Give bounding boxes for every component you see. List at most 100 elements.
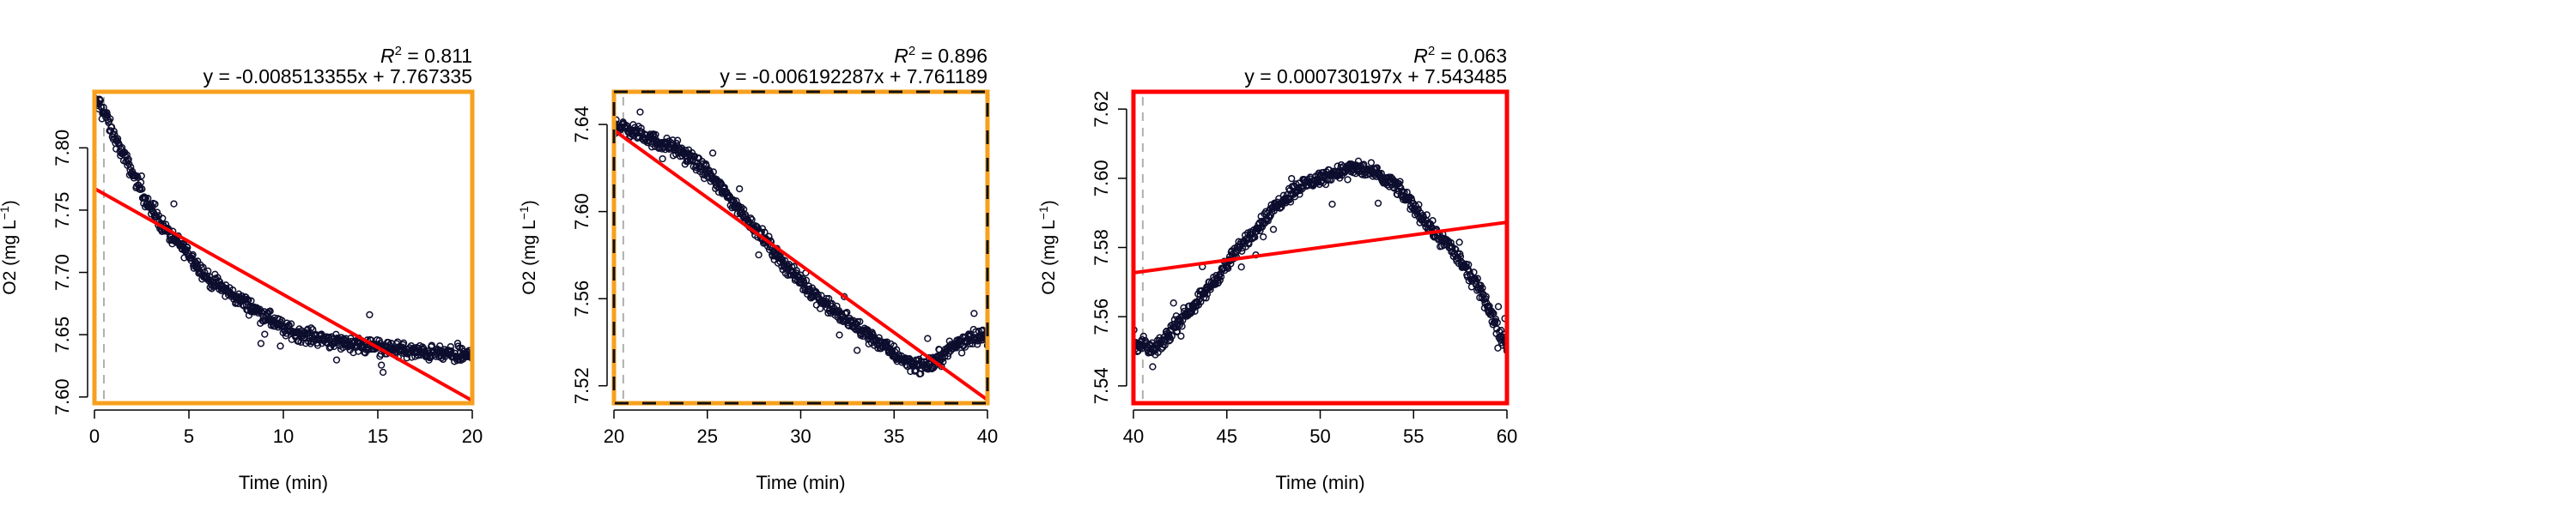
chart-panel-3: 40 45 50 55 60 Time (min) 7.54 7.56 7.58 7.60 7.62… <box>1036 44 1517 493</box>
x-axis: 20 25 30 35 40 Time (min) <box>604 409 998 493</box>
data-point <box>1344 176 1352 184</box>
x-axis-label: Time (min) <box>756 472 845 493</box>
data-point <box>755 250 762 259</box>
regression-equation: y = -0.006192287x + 7.761189 <box>720 65 987 88</box>
y-tick-label: 7.60 <box>571 193 592 230</box>
x-axis: 0 5 10 15 20 Time (min) <box>89 409 483 493</box>
data-point <box>1168 332 1176 340</box>
data-point <box>125 155 132 163</box>
data-point <box>854 347 861 354</box>
y-axis-label-sup: −1 <box>1036 206 1050 220</box>
data-point <box>287 320 295 328</box>
data-point <box>1465 261 1473 269</box>
data-point <box>1489 309 1497 317</box>
plot-frame <box>92 89 475 406</box>
chart-panel-2: 20 25 30 35 40 Time (min) 7.52 7.56 7.60 7.64 O2 (… <box>517 44 998 493</box>
data-point <box>110 127 118 136</box>
data-point <box>1177 332 1185 340</box>
data-point <box>1202 294 1210 302</box>
x-tick-label: 20 <box>462 425 483 447</box>
data-point <box>1414 205 1422 213</box>
r2-symbol: R <box>380 45 395 67</box>
y-axis-label: O2 (mg L−1) <box>0 200 20 295</box>
chart-panel-1: 0 5 10 15 20 Time (min) 7.60 7.65 7.70 7.75 7.80 O2… <box>0 44 483 493</box>
plot-frame <box>1131 89 1510 406</box>
data-point <box>379 368 387 377</box>
y-tick-label: 7.58 <box>1091 229 1112 266</box>
x-tick-label: 0 <box>89 425 100 447</box>
data-point <box>1493 318 1501 327</box>
data-point <box>106 115 114 123</box>
x-tick-label: 10 <box>273 425 294 447</box>
r-squared-label: R2 = 0.811 <box>380 44 472 67</box>
y-axis-label: O2 (mg L−1) <box>1036 200 1059 295</box>
x-tick-label: 20 <box>604 425 624 447</box>
data-point <box>1238 247 1246 255</box>
data-point <box>747 214 755 222</box>
r2-symbol: R <box>1413 45 1428 67</box>
data-points <box>1133 157 1507 371</box>
r2-symbol: R <box>894 45 908 67</box>
data-point <box>637 124 645 132</box>
data-point <box>1264 217 1272 225</box>
data-point <box>1269 226 1278 233</box>
y-axis-label-sup: −1 <box>517 206 531 220</box>
regression-line <box>1133 220 1507 275</box>
data-point <box>378 361 386 369</box>
data-point <box>1139 332 1147 341</box>
x-tick-label: 50 <box>1309 425 1330 447</box>
x-axis-label: Time (min) <box>1275 472 1364 493</box>
data-point <box>648 143 656 151</box>
y-tick-label: 7.60 <box>52 378 73 415</box>
x-tick-label: 15 <box>368 425 388 447</box>
data-point <box>1456 252 1465 261</box>
data-point <box>189 250 197 259</box>
data-point <box>1166 335 1175 344</box>
data-point <box>883 338 891 346</box>
regression-line <box>94 187 472 402</box>
data-point <box>1288 174 1296 183</box>
data-point <box>659 154 666 163</box>
r-squared-label: R2 = 0.063 <box>1413 44 1507 67</box>
data-point <box>1173 327 1182 335</box>
data-point <box>1217 273 1225 281</box>
data-point <box>974 341 981 348</box>
y-tick-label: 7.60 <box>1091 160 1112 196</box>
data-point <box>1415 201 1423 208</box>
data-points <box>614 108 987 378</box>
x-tick-label: 35 <box>884 425 904 447</box>
r2-value: = 0.063 <box>1435 45 1507 67</box>
data-point <box>170 200 178 208</box>
data-point <box>1447 238 1455 247</box>
data-point <box>366 311 374 319</box>
data-point <box>1170 299 1177 307</box>
data-point <box>1149 363 1157 371</box>
x-axis-label: Time (min) <box>239 472 328 493</box>
y-axis-label-close: ) <box>0 200 20 206</box>
y-axis-label-close: ) <box>1039 200 1059 206</box>
data-point <box>835 331 843 339</box>
data-point <box>957 349 966 357</box>
data-point <box>1286 198 1295 206</box>
data-point <box>1423 211 1431 219</box>
data-point <box>1470 269 1478 276</box>
data-point <box>1397 184 1405 192</box>
r2-superscript: 2 <box>908 44 915 58</box>
regression-equation: y = 0.000730197x + 7.543485 <box>1244 65 1507 88</box>
y-tick-label: 7.65 <box>52 317 73 353</box>
data-point <box>1176 317 1183 324</box>
data-point <box>1479 284 1486 292</box>
data-point <box>1216 276 1224 284</box>
y-axis: 7.54 7.56 7.58 7.60 7.62 O2 (mg L−1) <box>1036 91 1127 404</box>
data-point <box>103 109 111 117</box>
data-point <box>151 200 159 208</box>
data-point <box>929 364 938 371</box>
data-point <box>243 295 252 304</box>
r2-superscript: 2 <box>395 44 402 58</box>
data-point <box>1315 169 1323 177</box>
y-tick-label: 7.52 <box>571 367 592 404</box>
data-point <box>1374 199 1382 208</box>
data-point <box>1245 240 1253 248</box>
data-point <box>137 178 145 186</box>
